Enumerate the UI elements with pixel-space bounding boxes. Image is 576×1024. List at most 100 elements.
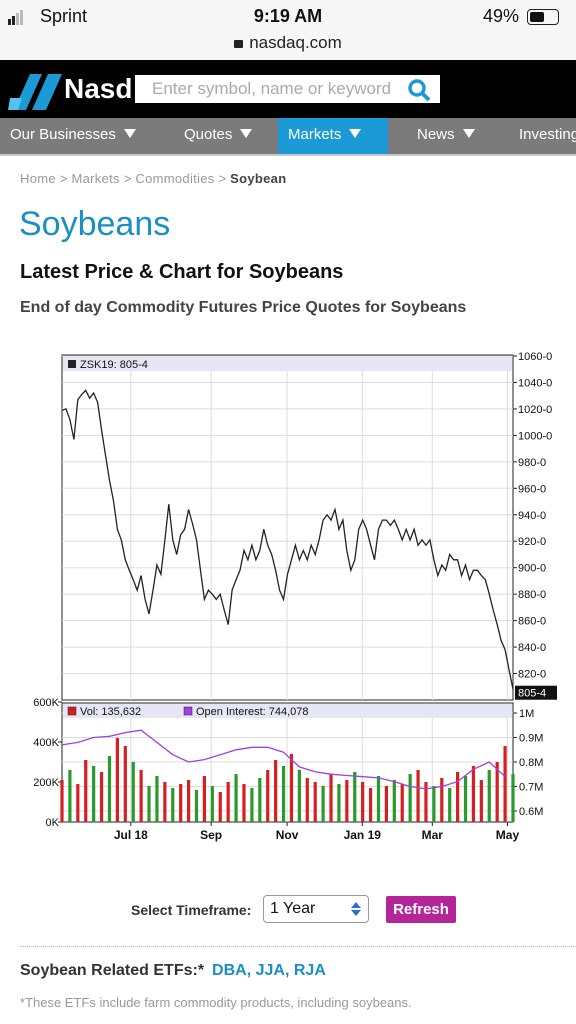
volume-bar <box>345 780 349 822</box>
x-tick-label: Sep <box>200 828 222 842</box>
legend-swatch <box>67 706 77 716</box>
nav-label: Quotes <box>184 126 233 143</box>
timeframe-label: Select Timeframe: <box>131 902 252 918</box>
volume-bar <box>186 780 191 822</box>
y-tick-label: 200K <box>33 777 59 789</box>
y2-tick-label: 0.8M <box>519 757 543 769</box>
y-tick-label: 1000-0 <box>518 430 552 442</box>
y-tick-label: 880-0 <box>518 589 546 601</box>
logo-text[interactable]: Nasd <box>64 73 133 104</box>
volume-bar <box>266 770 270 822</box>
volume-bar <box>448 788 452 822</box>
nav-arrow <box>462 129 475 138</box>
volume-bar <box>234 774 238 822</box>
volume-bar <box>305 778 309 822</box>
volume-bar <box>408 774 412 822</box>
y2-tick-label: 1M <box>519 708 534 720</box>
clock: 9:19 AM <box>253 6 323 26</box>
logo-mark[interactable] <box>8 68 64 112</box>
y-tick-label: 1020-0 <box>518 404 552 416</box>
nav-item[interactable]: Quotes <box>184 118 253 154</box>
volume-bar <box>194 790 199 822</box>
x-tick-label: Mar <box>422 828 444 842</box>
y2-tick-label: 0.9M <box>519 733 543 745</box>
nav-item[interactable]: Investing <box>519 118 576 154</box>
volume-bar <box>242 784 246 822</box>
y-tick-label: 1060-0 <box>518 351 552 363</box>
timeframe-select[interactable]: 1 Year <box>263 895 369 923</box>
volume-bar <box>424 782 428 822</box>
crumb[interactable]: Commodities <box>135 171 215 186</box>
y-tick-label: 840-0 <box>518 642 546 654</box>
divider <box>20 946 576 947</box>
x-tick-label: Nov <box>276 828 299 842</box>
volume-bar <box>123 746 127 822</box>
y-tick-label: 980-0 <box>518 457 546 469</box>
legend-swatch <box>68 360 76 368</box>
legend-label: ZSK19: 805-4 <box>80 359 148 371</box>
volume-bar <box>368 788 373 822</box>
breadcrumbs: Home > Markets > Commodities > Soybean <box>20 170 286 188</box>
heading: Latest Price & Chart for Soybeans <box>20 261 344 283</box>
crumb[interactable]: Home <box>20 171 56 186</box>
search-placeholder: Enter symbol, name or keyword <box>152 79 392 98</box>
volume-bar <box>155 776 159 822</box>
nav-item[interactable]: News <box>417 118 475 154</box>
crumb-separator: > <box>218 171 227 186</box>
signal <box>8 10 23 30</box>
legend-band <box>63 704 512 718</box>
volume-bar <box>463 776 468 822</box>
y-tick-label: 920-0 <box>518 536 546 548</box>
y-tick-label: 900-0 <box>518 563 546 575</box>
subheading: End of day Commodity Futures Price Quote… <box>20 299 467 316</box>
comma: , <box>246 962 256 979</box>
volume-bar <box>218 792 222 822</box>
refresh-button[interactable]: Refresh <box>386 896 456 923</box>
y-tick-label: 820-0 <box>518 669 546 681</box>
etf-link[interactable]: DBA <box>212 962 247 979</box>
volume-bar <box>281 766 286 822</box>
etf-link[interactable]: RJA <box>293 962 326 979</box>
volume-bar <box>115 738 119 822</box>
y-tick-label: 860-0 <box>518 616 546 628</box>
nav-bar: Our Businesses Quotes Markets News Investing <box>0 118 576 156</box>
nav-arrow <box>349 129 362 138</box>
volume-bar <box>479 780 483 822</box>
nav-item[interactable]: Markets <box>278 118 388 154</box>
legend-band <box>63 356 512 371</box>
etf-label: Soybean Related ETFs:* <box>20 962 205 979</box>
url[interactable]: nasdaq.com <box>0 33 576 53</box>
nav-item[interactable]: Our Businesses <box>10 118 136 154</box>
volume-bar <box>432 786 436 822</box>
volume-bar <box>250 788 254 822</box>
volume-bar <box>329 774 333 822</box>
search-icon[interactable] <box>407 78 431 102</box>
volume-bar <box>289 754 294 822</box>
volume-bar <box>274 760 278 822</box>
open-interest-line <box>61 729 506 790</box>
nav-arrow <box>240 129 253 138</box>
status-bar: Sprint 9:19 AM 49% nasdaq.com <box>0 0 576 60</box>
nav-label: News <box>417 126 455 143</box>
select-arrows <box>351 902 361 916</box>
x-tick-label: May <box>496 828 520 842</box>
volume-bar <box>353 772 357 822</box>
volume-bar <box>400 784 404 822</box>
volume-bar <box>361 782 365 822</box>
etf-link[interactable]: JJA <box>255 962 285 979</box>
search-box[interactable]: Enter symbol, name or keyword <box>135 75 440 103</box>
crumb[interactable]: Markets <box>71 171 120 186</box>
etf-note: *These ETFs include farm commodity produ… <box>20 995 412 1010</box>
volume-bar <box>202 776 207 822</box>
volume-bar <box>171 788 175 822</box>
volume-bar <box>440 778 444 822</box>
volume-bar <box>456 772 460 822</box>
volume-bar <box>511 774 515 822</box>
crumb-separator: > <box>59 171 68 186</box>
volume-bar <box>139 770 143 822</box>
timeframe-value: 1 Year <box>270 900 316 917</box>
legend-swatch <box>183 706 193 716</box>
site-header: Nasd Enter symbol, name or keyword <box>0 60 576 118</box>
etf-row: Soybean Related ETFs:* DBA, JJA, RJA <box>20 962 326 980</box>
volume-bar <box>131 762 135 822</box>
